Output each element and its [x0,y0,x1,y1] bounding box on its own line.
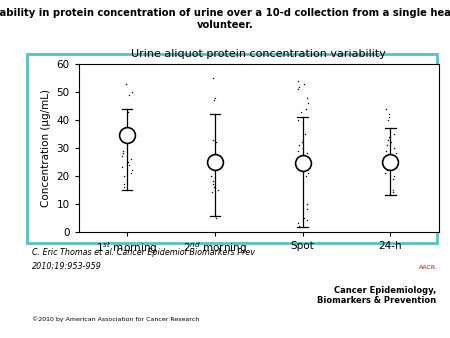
Point [209,75,216,81]
Point [390,173,397,178]
Point [390,153,397,159]
Point [385,134,392,139]
Point [297,109,304,114]
Point [302,106,310,112]
Point [299,145,306,151]
Point [296,223,303,229]
Point [304,201,311,206]
Point [382,193,390,198]
Point [120,148,127,153]
Point [127,156,135,162]
Point [212,215,220,220]
Point [297,153,304,159]
Point [300,81,307,87]
Point [126,92,133,98]
Point [294,87,302,92]
Point [122,81,129,87]
Point [208,190,215,195]
Point [299,162,306,167]
Point [300,215,307,220]
Point [211,159,218,165]
Point [212,95,219,100]
Y-axis label: Concentration (μg/mL): Concentration (μg/mL) [41,89,51,207]
Point [300,165,307,170]
Text: Variability in protein concentration of urine over a 10-d collection from a sing: Variability in protein concentration of … [0,8,450,30]
Point [295,142,302,148]
Point [297,159,304,165]
Point [383,142,390,148]
Point [389,176,396,181]
Point [390,145,397,151]
Point [392,151,399,156]
Point [128,89,135,95]
Point [389,187,396,192]
Point [212,140,220,145]
Point [387,159,394,165]
Text: AACR: AACR [419,265,436,270]
Point [299,161,306,166]
Point [211,184,218,190]
Point [209,137,216,142]
Point [294,78,302,83]
Point [382,148,390,153]
Point [125,109,132,114]
Text: 2010;19:953-959: 2010;19:953-959 [32,262,101,271]
Point [127,170,134,176]
Point [120,184,127,190]
Point [382,170,389,176]
Point [118,165,126,170]
Point [304,170,311,176]
Point [120,182,127,187]
Point [384,117,392,123]
Point [387,140,395,145]
Point [385,112,392,117]
Point [207,173,215,178]
Point [212,212,219,218]
Text: ©2010 by American Association for Cancer Research: ©2010 by American Association for Cancer… [32,316,199,322]
Point [301,156,308,162]
Point [382,106,389,112]
Point [303,218,310,223]
Text: Cancer Epidemiology,
Biomarkers & Prevention: Cancer Epidemiology, Biomarkers & Preven… [317,286,436,305]
Point [303,151,310,156]
Point [390,131,397,137]
Point [294,148,302,153]
Point [209,178,216,184]
Point [296,84,303,89]
Point [304,95,311,100]
Point [385,137,392,142]
Point [210,182,217,187]
Point [302,173,309,178]
Point [214,187,221,192]
Point [128,168,135,173]
Point [211,98,218,103]
Text: C. Eric Thomas et al. Cancer Epidemiol Biomarkers Prev: C. Eric Thomas et al. Cancer Epidemiol B… [32,248,255,258]
Point [303,207,310,212]
Point [384,168,391,173]
Point [295,220,302,226]
Point [295,117,302,123]
Point [304,101,311,106]
Point [125,159,132,165]
Point [121,173,128,178]
Point [126,162,133,167]
Title: Urine aliquot protein concentration variability: Urine aliquot protein concentration vari… [131,49,386,59]
Point [296,168,303,173]
Point [123,132,130,138]
Point [390,190,397,195]
Point [386,115,393,120]
Point [301,131,308,137]
Point [119,153,126,159]
Point [120,151,127,156]
Point [298,140,306,145]
